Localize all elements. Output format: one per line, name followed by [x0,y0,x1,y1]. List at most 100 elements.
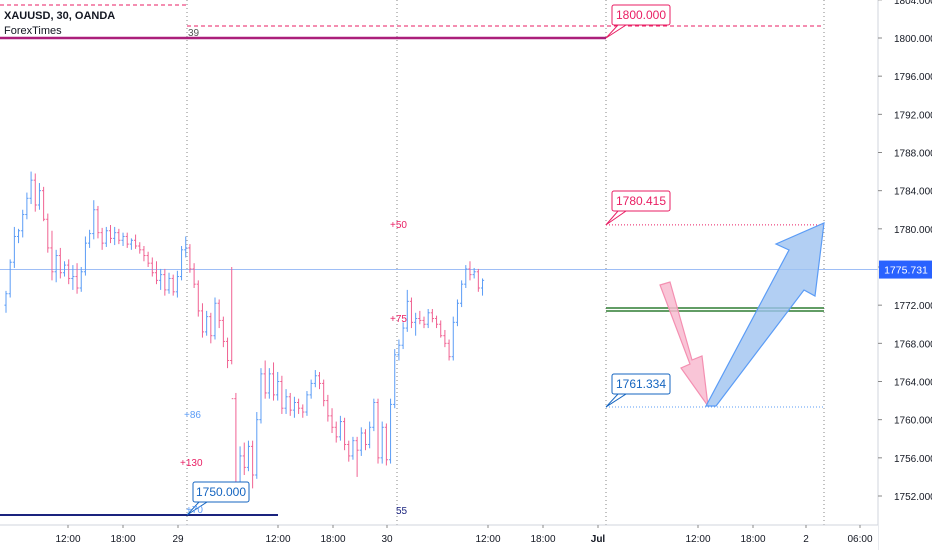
time-tick-label: 18:00 [110,534,135,545]
candle [192,263,196,288]
candle [12,226,16,268]
candle [33,173,37,212]
candle [380,421,384,464]
candle [75,263,79,294]
label-1800[interactable]: 1800.000 [605,4,671,39]
candle [154,261,159,285]
candle [334,421,338,443]
candle [29,171,33,205]
time-tick-label: 12:00 [475,534,500,545]
price-tick-label: 1796.000 [894,72,932,83]
candle [46,213,50,253]
symbol-legend[interactable]: XAUUSD, 30, OANDA ForexTimes [4,9,115,39]
candle [217,299,221,329]
candle [330,408,334,434]
time-tick-label: 06:00 [847,534,872,545]
candle [221,316,225,348]
candle [301,404,305,418]
candle [447,339,451,361]
candle [455,299,460,327]
candle [62,261,67,277]
time-tick-label: 12:00 [685,534,710,545]
label-1800-text: 1800.000 [616,8,666,22]
candle [225,337,230,369]
candle [284,389,288,414]
candle [188,244,192,273]
candle [401,322,405,350]
candle [317,371,322,390]
label-1780-pointer [605,210,628,226]
candle [271,362,276,401]
candle [267,368,271,399]
candle [355,436,359,477]
candle [405,289,409,332]
candle [150,257,154,277]
time-tick-label: 18:00 [740,534,765,545]
candle [305,391,309,416]
price-tick-label: 1780.000 [894,225,932,236]
label-1750-text: 1750.000 [196,485,246,499]
candle [8,259,12,298]
candle [79,267,83,292]
candle [422,316,426,329]
price-tick-label: 1760.000 [894,416,932,427]
candle [439,320,443,338]
current-price-badge [879,260,932,279]
up-arrow-drawing[interactable] [705,222,825,407]
down-arrow-drawing[interactable] [659,281,709,407]
candle [113,226,117,246]
candle [397,339,401,361]
price-tick-label: 1768.000 [894,339,932,350]
candle [297,398,301,414]
time-tick-label: 30 [381,534,393,545]
candle [71,265,75,290]
candle [16,228,21,244]
time-axis-bg[interactable] [0,525,878,550]
candle [409,297,414,329]
label-1761-pointer [605,393,628,408]
label-1750[interactable]: 1750.000 [186,481,250,516]
candle [368,421,372,449]
price-tick-label: 1756.000 [894,454,932,465]
candle [200,303,205,338]
candle [322,379,326,407]
candle [251,440,255,489]
time-tick-label: 29 [172,534,184,545]
candle [184,236,188,258]
candle [342,417,347,451]
arrow-drawings [659,222,825,407]
candle [309,379,313,399]
author-name: ForexTimes [4,25,62,37]
label-1780[interactable]: 1780.415 [605,190,671,226]
drawing-tools-layer [0,4,824,516]
price-tick-label: 1772.000 [894,301,932,312]
label-1761[interactable]: 1761.334 [605,373,671,408]
candle [142,246,146,262]
marker-75: +75 [390,314,407,325]
candle [83,236,88,276]
candle [67,259,71,285]
candle [21,209,25,238]
candle [468,261,472,281]
candle [393,349,397,409]
time-tick-label: 2 [803,534,809,545]
candle [163,268,167,296]
candle [326,394,330,422]
candle [460,280,464,308]
candle [434,315,439,329]
price-tick-label: 1804.000 [894,0,932,7]
candle [146,251,150,267]
time-tick-label: 18:00 [530,534,555,545]
candle [196,280,200,317]
label-1780-text: 1780.415 [616,194,666,208]
candle [246,440,251,472]
candle [451,316,455,361]
candle [213,297,217,340]
symbol-title[interactable]: XAUUSD, 30, OANDA [4,10,116,22]
candlestick-series [4,171,485,502]
candle [117,228,121,245]
candle [372,398,376,432]
